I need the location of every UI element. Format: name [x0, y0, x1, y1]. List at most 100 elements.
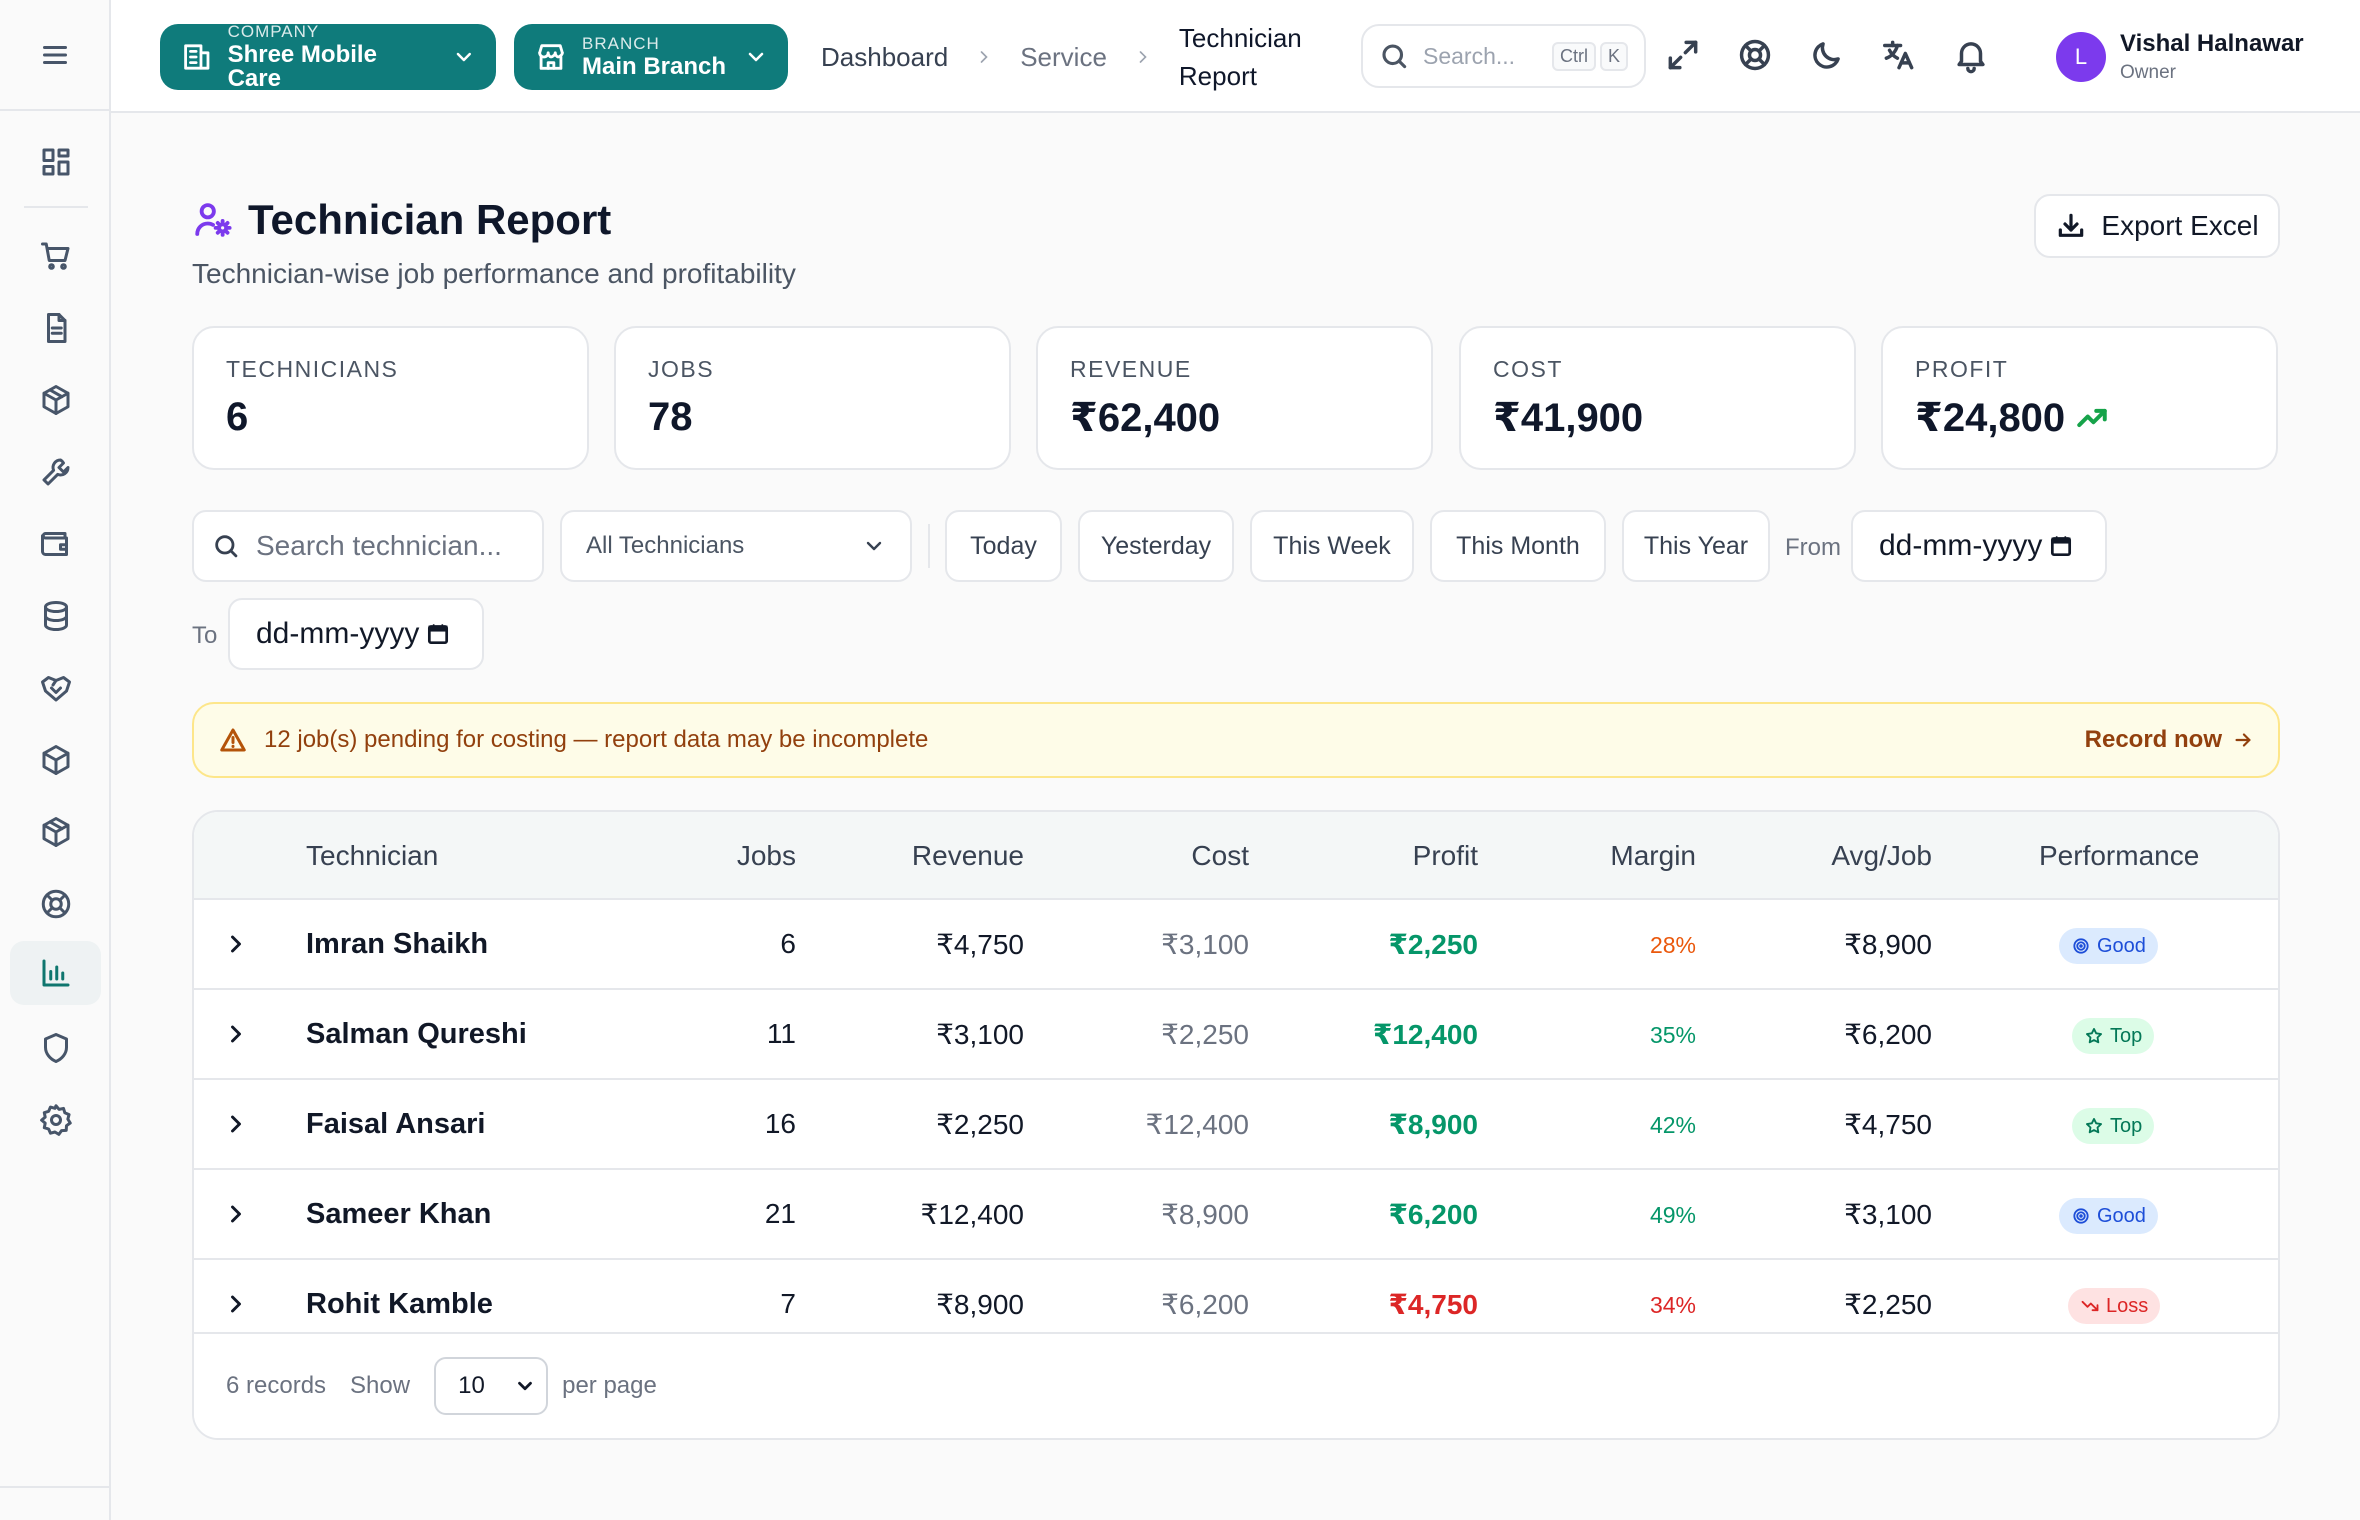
from-date-input[interactable]: dd-mm-yyyy — [1851, 510, 2107, 582]
cost-cell: ₹3,100 — [1161, 929, 1249, 960]
branch-switcher[interactable]: BRANCH Main Branch — [514, 24, 788, 90]
sidebar-item-products[interactable] — [10, 368, 101, 432]
technician-search-input[interactable]: Search technician... — [192, 510, 544, 582]
page-title: Technician Report — [248, 196, 612, 243]
alert-message: 12 job(s) pending for costing — report d… — [264, 726, 929, 753]
column-cost[interactable]: Cost — [1191, 840, 1249, 871]
filter-today-button[interactable]: Today — [945, 510, 1062, 582]
chevron-down-icon — [518, 1381, 532, 1391]
export-label: Export Excel — [2101, 210, 2259, 241]
filter-this-year-button[interactable]: This Year — [1622, 510, 1770, 582]
sidebar-item-support[interactable] — [10, 872, 101, 936]
sidebar-item-invoices[interactable] — [10, 296, 101, 360]
cost-cell: ₹12,400 — [1145, 1109, 1249, 1140]
column-technician[interactable]: Technician — [306, 840, 439, 871]
calendar-icon[interactable] — [425, 621, 451, 647]
sidebar-item-dashboard[interactable] — [10, 130, 101, 194]
sidebar-item-security[interactable] — [10, 1016, 101, 1080]
column-revenue[interactable]: Revenue — [911, 840, 1024, 871]
column-performance[interactable]: Performance — [2039, 840, 2200, 871]
download-icon — [2059, 213, 2084, 237]
performance-badge: Good — [2059, 928, 2158, 964]
performance-badge: Good — [2059, 1198, 2158, 1234]
chevron-right-icon[interactable] — [222, 1110, 250, 1138]
sidebar-item-service[interactable] — [10, 440, 101, 504]
stat-value-text: 6 — [226, 395, 249, 439]
sidebar-item-stock[interactable] — [10, 800, 101, 864]
table-row[interactable]: Faisal Ansari 16 ₹2,250 ₹12,400 ₹8,900 42% ₹4,… — [194, 1080, 2278, 1170]
translate-icon[interactable] — [1880, 36, 1918, 74]
breadcrumb-service[interactable]: Service — [1020, 41, 1107, 72]
support-icon[interactable] — [1736, 36, 1774, 74]
sidebar-item-database[interactable] — [10, 584, 101, 648]
column-avg-job[interactable]: Avg/Job — [1831, 840, 1932, 871]
per-page-select[interactable]: 10 — [434, 1357, 549, 1415]
show-label: Show — [350, 1372, 411, 1399]
chevron-right-icon[interactable] — [222, 1290, 250, 1318]
sidebar-item-sales[interactable] — [10, 224, 101, 288]
avg-job-cell: ₹2,250 — [1844, 1289, 1932, 1320]
stat-value-text: ₹41,900 — [1493, 396, 1644, 440]
table-row[interactable]: Salman Qureshi 11 ₹3,100 ₹2,250 ₹12,400 35% ₹6… — [194, 990, 2278, 1080]
performance-badge: Top — [2072, 1018, 2155, 1054]
building-icon — [184, 44, 210, 70]
jobs-cell: 21 — [764, 1198, 796, 1229]
sidebar-header — [0, 0, 109, 111]
column-profit[interactable]: Profit — [1412, 840, 1478, 871]
record-now-link[interactable]: Record now — [2085, 726, 2254, 754]
filter-this-week-button[interactable]: This Week — [1250, 510, 1414, 582]
bell-icon[interactable] — [1952, 36, 1990, 74]
user-menu[interactable]: L Vishal Halnawar Owner — [2056, 24, 2304, 90]
revenue-cell: ₹8,900 — [936, 1289, 1024, 1320]
breadcrumb: Dashboard Service Technician Report — [821, 20, 1319, 94]
maximize-icon[interactable] — [1664, 36, 1702, 74]
sidebar-item-partners[interactable] — [10, 656, 101, 720]
menu-icon[interactable] — [37, 37, 73, 73]
stat-label: PROFIT — [1915, 356, 2009, 382]
chevron-right-icon — [980, 51, 988, 63]
breadcrumb-dashboard[interactable]: Dashboard — [821, 41, 949, 72]
stat-value: 78 — [648, 395, 977, 440]
moon-icon[interactable] — [1808, 36, 1846, 74]
to-date-input[interactable]: dd-mm-yyyy — [228, 598, 484, 670]
column-jobs[interactable]: Jobs — [736, 840, 796, 871]
sidebar-item-wallet[interactable] — [10, 512, 101, 576]
table-row[interactable]: Sameer Khan 21 ₹12,400 ₹8,900 ₹6,200 49% ₹3,10… — [194, 1170, 2278, 1260]
chart-icon — [42, 959, 69, 987]
chevron-right-icon[interactable] — [222, 1020, 250, 1048]
star-icon — [2086, 1028, 2102, 1044]
chevron-right-icon[interactable] — [222, 1200, 250, 1228]
avg-job-cell: ₹8,900 — [1844, 929, 1932, 960]
filter-this-month-button[interactable]: This Month — [1430, 510, 1606, 582]
technician-name: Sameer Khan — [306, 1198, 492, 1230]
global-search[interactable]: Search... Ctrl K — [1361, 24, 1646, 88]
sidebar-divider — [24, 206, 88, 208]
sidebar-item-inventory[interactable] — [10, 728, 101, 792]
stat-value-text: ₹62,400 — [1070, 396, 1221, 440]
profit-cell: ₹4,750 — [1388, 1289, 1478, 1320]
package-alt-icon — [42, 817, 69, 847]
technician-select[interactable]: All Technicians — [560, 510, 912, 582]
stat-card-technicians: TECHNICIANS 6 — [192, 326, 589, 470]
filter-yesterday-button[interactable]: Yesterday — [1078, 510, 1234, 582]
search-icon — [215, 535, 238, 558]
profit-cell: ₹12,400 — [1372, 1019, 1478, 1050]
sidebar-item-reports[interactable] — [10, 941, 101, 1005]
filter-divider — [928, 524, 930, 568]
table-row[interactable]: Imran Shaikh 6 ₹4,750 ₹3,100 ₹2,250 28% ₹8,900… — [194, 900, 2278, 990]
column-margin[interactable]: Margin — [1610, 840, 1696, 871]
stat-label: REVENUE — [1070, 356, 1192, 382]
chevron-right-icon[interactable] — [222, 930, 250, 958]
cost-cell: ₹6,200 — [1161, 1289, 1249, 1320]
chevron-down-icon — [748, 52, 764, 62]
performance-label: Top — [2110, 1024, 2143, 1047]
cart-icon — [40, 242, 69, 270]
trending-down-icon — [2081, 1300, 2099, 1312]
database-icon — [43, 601, 68, 631]
sidebar-item-settings[interactable] — [10, 1088, 101, 1152]
company-switcher[interactable]: COMPANY Shree Mobile Care — [160, 23, 496, 91]
profit-cell: ₹8,900 — [1388, 1109, 1478, 1140]
calendar-icon[interactable] — [2048, 533, 2074, 559]
export-excel-button[interactable]: Export Excel — [2034, 194, 2280, 258]
stat-value: ₹62,400 — [1070, 395, 1399, 441]
